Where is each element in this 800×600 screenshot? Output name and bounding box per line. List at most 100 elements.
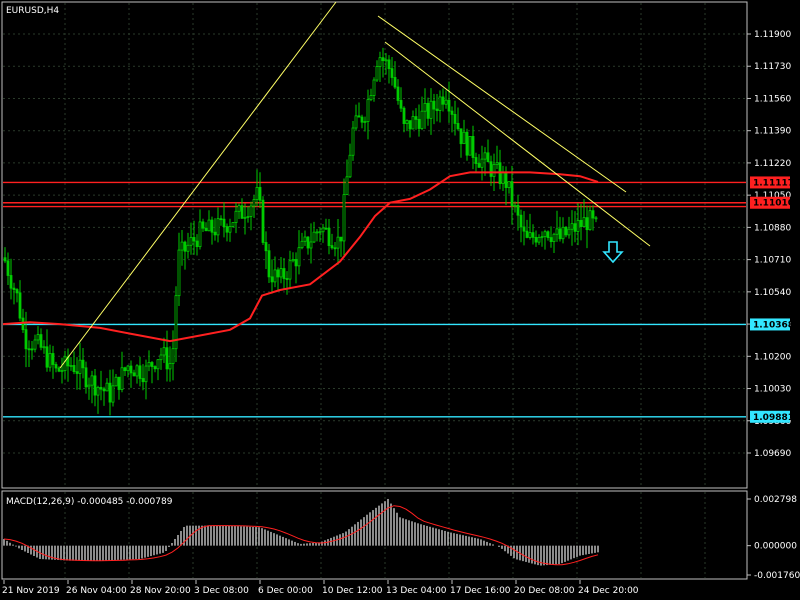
candle-body	[480, 158, 484, 168]
price-tick-label: 1.11390	[754, 127, 791, 137]
candle-body	[381, 57, 385, 62]
candle-body	[333, 247, 337, 250]
macd-tick-label: 0.000000	[754, 542, 797, 552]
candle-body	[339, 236, 343, 242]
candle-body	[519, 214, 523, 228]
candle-body	[588, 210, 592, 231]
macd-indicator: 0.002798 0.000000 -0.001760	[3, 495, 800, 581]
moving-average-line	[2, 171, 599, 343]
candle-body	[348, 154, 352, 178]
candle-body	[228, 226, 232, 233]
price-tick-label: 1.10880	[754, 223, 791, 233]
candle-body	[57, 367, 61, 372]
candle-body	[270, 276, 274, 283]
candle-body	[474, 157, 478, 164]
candle-body	[564, 226, 568, 236]
candle-body	[432, 100, 436, 110]
candle-body	[102, 388, 106, 392]
candle-body	[78, 359, 82, 374]
candle-body	[507, 181, 511, 188]
macd-label: MACD(12,26,9) -0.000485 -0.000789	[6, 497, 173, 507]
candle-body	[363, 121, 367, 123]
candle-body	[546, 231, 550, 238]
candle-body	[426, 102, 430, 119]
candle-body	[21, 317, 25, 331]
candle-body	[54, 364, 58, 369]
candle-body	[9, 275, 13, 289]
candle-body	[84, 367, 88, 388]
candle-body	[531, 232, 535, 238]
downtrend-line-upper[interactable]	[377, 15, 627, 193]
candle-body	[141, 378, 145, 383]
candle-body	[264, 242, 268, 252]
candle-body	[183, 241, 187, 252]
candle-body	[420, 110, 424, 129]
candle-body	[528, 232, 532, 238]
candle-body	[240, 205, 244, 219]
candle-body	[315, 231, 319, 234]
candle-body	[516, 204, 520, 216]
price-label-box	[750, 318, 790, 331]
price-tick-label: 1.11560	[754, 94, 791, 104]
candle-body	[36, 334, 40, 341]
candle-body	[579, 219, 583, 227]
price-tick-label: 1.10710	[754, 256, 791, 266]
candle-body	[99, 387, 103, 390]
macd-panel-frame	[1, 490, 748, 580]
candle-body	[186, 244, 190, 252]
candle-body	[33, 339, 37, 350]
price-label-text: 1.09881	[753, 413, 794, 423]
price-label-box	[750, 196, 790, 209]
candle-body	[552, 233, 556, 242]
candle-body	[543, 231, 547, 238]
candle-body	[213, 231, 217, 236]
candle-body	[345, 176, 349, 196]
candle-body	[3, 257, 7, 262]
price-label: 1.10368	[750, 318, 794, 331]
candle-body	[306, 236, 310, 249]
candle-body	[582, 217, 586, 227]
candle-body	[276, 269, 280, 278]
candle-body	[537, 237, 541, 243]
time-tick-label: 6 Dec 00:00	[258, 586, 313, 596]
candle-body	[549, 237, 553, 242]
candle-body	[135, 365, 139, 377]
candle-body	[312, 231, 316, 243]
candle-body	[441, 96, 445, 105]
candle-body	[366, 99, 370, 122]
horizontal-levels[interactable]	[3, 181, 746, 418]
candle-body	[336, 236, 340, 249]
candle-body	[111, 385, 115, 403]
candle-body	[39, 334, 43, 348]
candle-body	[222, 218, 226, 228]
candle-body	[414, 116, 418, 120]
downtrend-line-lower[interactable]	[384, 41, 651, 247]
down-arrow-icon[interactable]	[602, 241, 624, 264]
candle-body	[318, 231, 322, 234]
candle-body	[51, 353, 55, 365]
candle-body	[483, 152, 487, 160]
uptrend-line[interactable]	[59, 1, 337, 369]
candle-body	[408, 120, 412, 130]
candle-body	[234, 210, 238, 224]
candle-body	[372, 79, 376, 96]
candle-body	[252, 199, 256, 207]
candle-body	[126, 365, 130, 372]
candle-body	[216, 218, 220, 236]
candle-body	[450, 110, 454, 115]
candle-body	[150, 362, 154, 367]
trendlines[interactable]	[59, 1, 651, 369]
candle-body	[105, 382, 109, 392]
price-label-box	[750, 176, 790, 189]
candle-body	[384, 59, 388, 62]
candle-body	[594, 217, 598, 220]
candle-body	[201, 221, 205, 229]
candle-body	[18, 292, 22, 319]
candle-body	[192, 237, 196, 242]
price-axis: 1.11900 1.11730 1.11560 1.11390 1.11220 1.110…	[747, 30, 791, 459]
candle-body	[495, 162, 499, 166]
candle-body	[468, 136, 472, 156]
price-tick-label: 1.11050	[754, 191, 791, 201]
candle-body	[261, 199, 265, 243]
